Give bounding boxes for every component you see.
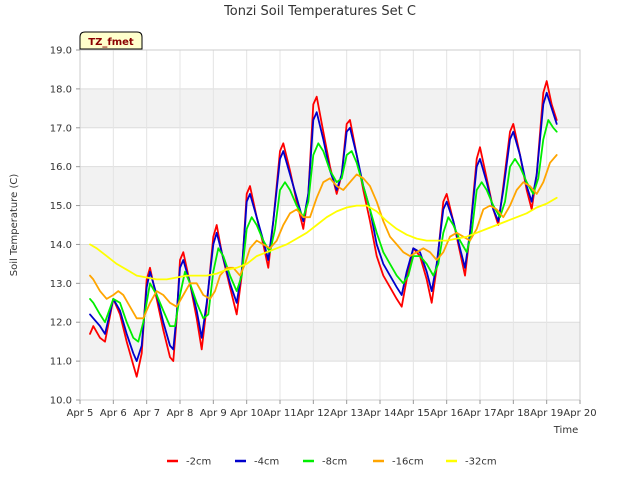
background-band bbox=[80, 283, 580, 323]
x-tick-label: Apr 11 bbox=[263, 408, 296, 419]
x-tick-label: Apr 6 bbox=[100, 408, 127, 419]
y-axis-ticks: 10.0 11.0 12.0 13.0 14.0 15.0 16.0 17.0 18.0 19.0 bbox=[50, 46, 80, 407]
x-tick-label: Apr 13 bbox=[330, 408, 363, 419]
legend-label: -32cm bbox=[465, 457, 497, 468]
y-tick-label: 10.0 bbox=[50, 396, 72, 407]
x-tick-label: Apr 7 bbox=[133, 408, 160, 419]
legend-item: -32cm bbox=[446, 457, 497, 468]
x-tick-label: Apr 15 bbox=[397, 408, 430, 419]
y-tick-label: 16.0 bbox=[50, 162, 72, 173]
legend-label: -16cm bbox=[392, 457, 424, 468]
x-tick-label: Apr 10 bbox=[230, 408, 263, 419]
x-tick-label: Apr 18 bbox=[497, 408, 530, 419]
y-tick-label: 12.0 bbox=[50, 318, 72, 329]
background-band bbox=[80, 361, 580, 400]
badge-label: TZ_fmet bbox=[88, 37, 134, 48]
y-tick-label: 14.0 bbox=[50, 240, 72, 251]
legend-item: -4cm bbox=[235, 457, 279, 468]
legend-label: -2cm bbox=[186, 457, 211, 468]
series-line-16cmcm bbox=[89, 154, 558, 320]
x-tick-label: Apr 14 bbox=[363, 408, 396, 419]
background-band bbox=[80, 322, 580, 362]
x-tick-label: Apr 19 bbox=[530, 408, 563, 419]
background-band bbox=[80, 88, 580, 128]
x-tick-label: Apr 20 bbox=[563, 408, 596, 419]
x-tick-label: Apr 17 bbox=[463, 408, 496, 419]
background-band bbox=[80, 244, 580, 284]
x-tick-label: Apr 5 bbox=[67, 408, 94, 419]
badge-box bbox=[79, 31, 143, 50]
y-axis-label: Soil Temperature (C) bbox=[9, 174, 20, 277]
x-axis-label: Time bbox=[553, 425, 578, 436]
legend-label: -8cm bbox=[322, 457, 347, 468]
series-line-2cmcm bbox=[89, 80, 558, 378]
series-line-4cmcm bbox=[89, 91, 558, 362]
y-tick-label: 17.0 bbox=[50, 123, 72, 134]
background-bands bbox=[80, 50, 580, 400]
series-line-8cmcm bbox=[89, 119, 558, 343]
series-line-32cmcm bbox=[89, 196, 558, 281]
chart-title: Tonzi Soil Temperatures Set C bbox=[223, 4, 416, 19]
x-tick-label: Apr 12 bbox=[297, 408, 330, 419]
x-tick-label: Apr 8 bbox=[167, 408, 194, 419]
plot-frame bbox=[79, 49, 581, 401]
y-tick-label: 18.0 bbox=[50, 84, 72, 95]
x-axis-ticks: Apr 5 Apr 6 Apr 7 Apr 8 Apr 9 Apr 10 Apr 11 Apr… bbox=[67, 400, 597, 419]
background-band bbox=[80, 127, 580, 167]
legend-label: -4cm bbox=[254, 457, 279, 468]
y-tick-label: 15.0 bbox=[50, 201, 72, 212]
legend-item: -8cm bbox=[303, 457, 347, 468]
tz-fmet-badge: TZ_fmet bbox=[79, 31, 143, 50]
background-band bbox=[80, 205, 580, 245]
legend-item: -2cm bbox=[167, 457, 211, 468]
x-tick-label: Apr 9 bbox=[200, 408, 227, 419]
y-tick-label: 13.0 bbox=[50, 279, 72, 290]
background-band bbox=[80, 50, 580, 89]
x-tick-label: Apr 16 bbox=[430, 408, 463, 419]
legend: -2cm -4cm -8cm -16cm -32cm bbox=[167, 457, 497, 468]
series-layer bbox=[89, 80, 558, 378]
y-tick-label: 19.0 bbox=[50, 46, 72, 57]
legend-item: -16cm bbox=[373, 457, 424, 468]
y-tick-label: 11.0 bbox=[50, 357, 72, 368]
